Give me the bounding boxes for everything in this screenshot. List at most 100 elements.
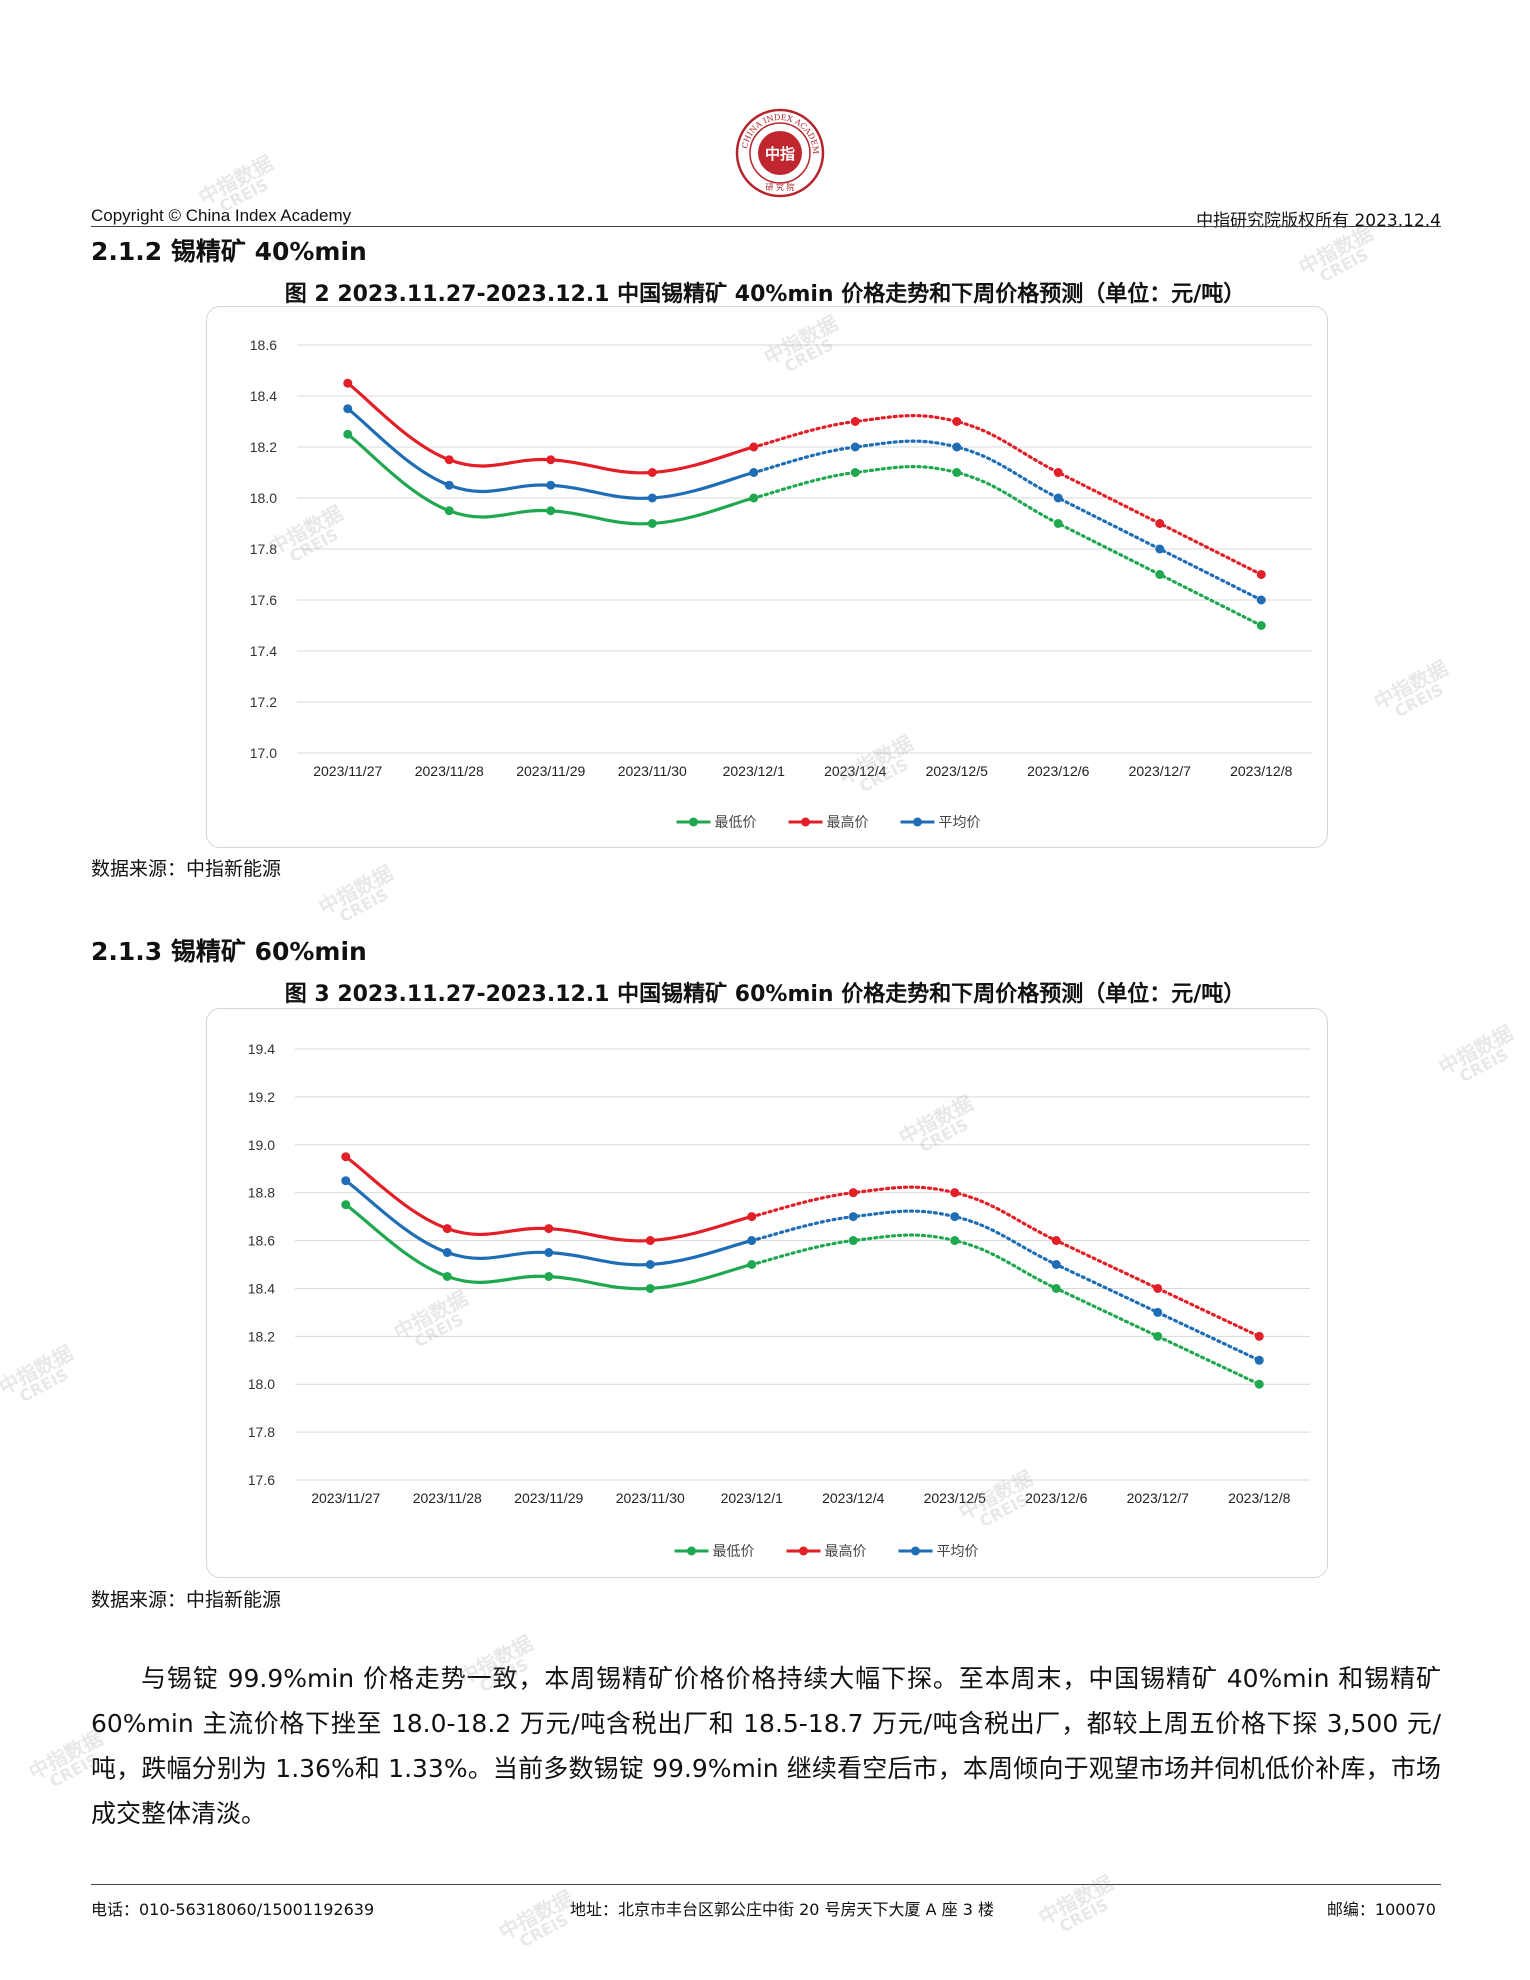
data-point <box>442 1271 452 1281</box>
x-tick-label: 2023/12/1 <box>721 1490 783 1506</box>
rights-text: 中指研究院版权所有 2023.12.4 <box>1196 211 1441 231</box>
watermark: 中指数据 CREIS <box>314 860 397 927</box>
data-point <box>1155 544 1165 554</box>
watermark: 中指数据 CREIS <box>1434 1020 1517 1087</box>
data-point <box>343 378 353 388</box>
chart-40-svg: 17.0 17.2 17.4 17.6 17.8 18.0 18.2 18.4 18.6 2023… <box>250 337 1312 831</box>
data-point <box>850 417 860 426</box>
data-point <box>1155 519 1165 528</box>
data-point <box>1053 519 1063 528</box>
x-tick-label: 2023/11/27 <box>311 1490 380 1506</box>
x-tick-label: 2023/11/29 <box>514 1490 583 1506</box>
legend-item: 最低价 <box>674 1544 755 1560</box>
y-tick-label: 18.2 <box>248 1328 275 1344</box>
data-point <box>1153 1331 1163 1341</box>
legend-item: 平均价 <box>900 815 981 831</box>
y-tick-label: 18.4 <box>250 388 277 404</box>
x-tick-label: 2023/11/27 <box>313 763 382 779</box>
x-tick-label: 2023/12/1 <box>723 763 785 779</box>
footer-postcode: 邮编：100070 <box>1326 1900 1436 1919</box>
x-tick-label: 2023/12/4 <box>822 1490 884 1506</box>
y-tick-label: 18.4 <box>248 1280 275 1296</box>
data-point <box>544 1224 554 1234</box>
y-tick-label: 17.8 <box>248 1424 275 1440</box>
y-tick-label: 17.2 <box>250 694 277 710</box>
data-point <box>1051 1236 1061 1246</box>
y-tick-label: 19.2 <box>248 1089 275 1105</box>
data-point <box>848 1188 858 1198</box>
x-tick-label: 2023/12/4 <box>824 763 886 779</box>
y-tick-label: 19.0 <box>248 1137 275 1153</box>
data-point <box>950 1188 960 1198</box>
y-tick-label: 17.0 <box>250 745 277 761</box>
data-point <box>749 442 759 452</box>
data-point <box>1254 1331 1264 1341</box>
y-tick-label: 18.2 <box>250 439 277 455</box>
y-tick-label: 18.6 <box>248 1233 275 1249</box>
data-point <box>1256 570 1266 579</box>
legend-item: 最高价 <box>788 814 869 831</box>
data-point <box>1051 1260 1061 1269</box>
y-tick-label: 18.0 <box>250 490 277 506</box>
data-point <box>1053 493 1063 503</box>
x-tick-label: 2023/11/28 <box>413 1490 482 1506</box>
data-point <box>341 1200 351 1210</box>
data-point <box>952 468 962 477</box>
x-tick-label: 2023/11/29 <box>516 763 585 779</box>
data-point <box>1254 1379 1264 1389</box>
data-point <box>848 1212 858 1222</box>
chart-60-svg: 17.6 17.8 18.0 18.2 18.4 18.6 18.8 19.0 19.2 19.4… <box>248 1041 1310 1560</box>
x-tick-label: 2023/12/6 <box>1025 1490 1087 1506</box>
data-point <box>1254 1355 1264 1365</box>
x-tick-label: 2023/12/8 <box>1230 763 1292 779</box>
x-tick-label: 2023/11/30 <box>616 1490 685 1506</box>
series-line-forecast <box>750 1233 1261 1386</box>
svg-text:平均价: 平均价 <box>939 815 981 831</box>
data-point <box>850 442 860 452</box>
x-tick-label: 2023/12/5 <box>926 763 988 779</box>
x-tick-label: 2023/12/5 <box>924 1490 986 1506</box>
figure-title-3: 图 3 2023.11.27-2023.12.1 中国锡精矿 60%min 价格… <box>284 982 1246 1007</box>
data-point <box>341 1176 351 1186</box>
data-point <box>1256 595 1266 605</box>
legend-item: 最高价 <box>786 1543 867 1560</box>
footer-divider <box>91 1884 1441 1885</box>
logo-bottom-text: 研 究 院 <box>765 182 794 192</box>
source-text-2: 数据来源：中指新能源 <box>91 1589 282 1611</box>
svg-text:最低价: 最低价 <box>715 815 757 831</box>
data-point <box>1153 1283 1163 1293</box>
data-point <box>444 506 454 516</box>
data-point <box>546 480 556 490</box>
data-point <box>444 455 454 465</box>
section-heading-60: 2.1.3 锡精矿 60%min <box>91 937 367 966</box>
data-point <box>747 1236 757 1246</box>
data-point <box>950 1212 960 1222</box>
chart-60: 17.6 17.8 18.0 18.2 18.4 18.6 18.8 19.0 19.2 19.4… <box>206 1008 1328 1578</box>
figure-title-2: 图 2 2023.11.27-2023.12.1 中国锡精矿 40%min 价格… <box>284 282 1246 307</box>
footer-phone: 电话：010-56318060/15001192639 <box>91 1900 375 1919</box>
y-tick-label: 18.6 <box>250 337 277 353</box>
data-point <box>1256 621 1266 630</box>
y-tick-label: 17.4 <box>250 643 277 659</box>
y-tick-label: 17.8 <box>250 541 277 557</box>
data-point <box>647 468 657 477</box>
data-point <box>1053 468 1063 477</box>
header-divider <box>91 226 1441 227</box>
x-tick-label: 2023/12/6 <box>1027 763 1089 779</box>
data-point <box>546 455 556 465</box>
data-point <box>444 480 454 490</box>
data-point <box>952 417 962 426</box>
summary-paragraph: 与锡锭 99.9%min 价格走势一致，本周锡精矿价格价格持续大幅下探。至本周末… <box>91 1664 1441 1828</box>
data-point <box>950 1236 960 1246</box>
x-tick-label: 2023/11/28 <box>415 763 484 779</box>
data-point <box>343 404 353 414</box>
x-tick-label: 2023/12/8 <box>1228 1490 1290 1506</box>
academy-logo: CHINA INDEX ACADEMY 中指 研 究 院 <box>735 108 825 198</box>
series-line-forecast <box>752 414 1263 577</box>
series-line-forecast <box>750 1185 1261 1338</box>
data-point <box>442 1224 452 1234</box>
data-point <box>645 1283 655 1293</box>
data-point <box>952 442 962 452</box>
data-point <box>645 1236 655 1246</box>
data-point <box>544 1248 554 1258</box>
